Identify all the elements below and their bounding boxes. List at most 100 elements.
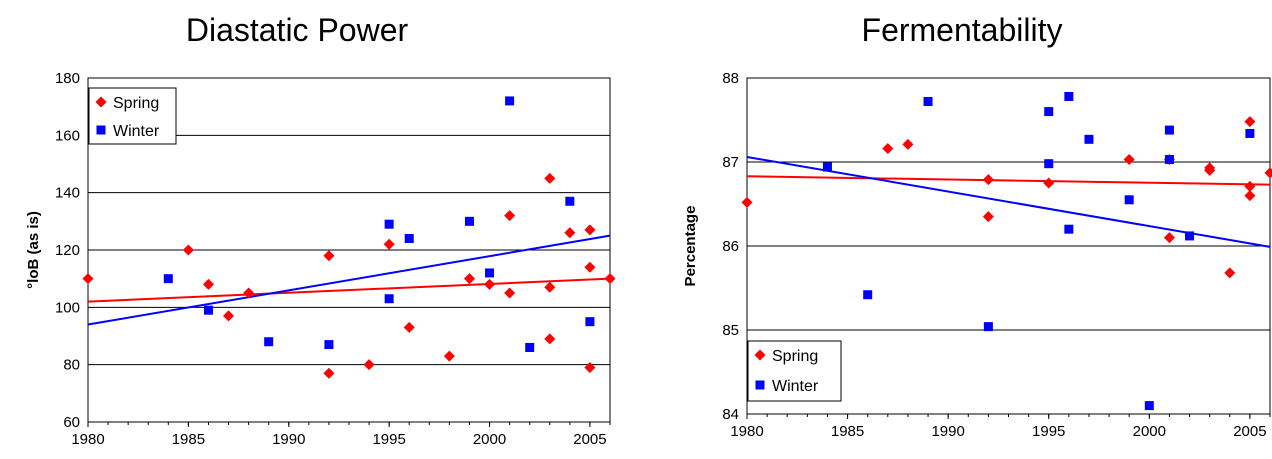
spring-data-point [463, 273, 475, 285]
legend: Spring Winter [747, 340, 842, 402]
spring-data-point [1123, 153, 1135, 165]
x-tick-label: 1995 [372, 431, 405, 448]
y-tick-label: 140 [55, 185, 80, 202]
winter-data-point [585, 317, 595, 327]
chart-title: Diastatic Power [186, 12, 409, 48]
winter-data-point [324, 340, 334, 350]
spring-data-point [1244, 190, 1256, 202]
winter-data-point [1245, 128, 1255, 138]
spring-trend-line [746, 175, 1271, 186]
spring-data-point [1163, 232, 1175, 244]
spring-data-point [741, 196, 753, 208]
winter-data-point [163, 274, 173, 284]
spring-data-point [544, 333, 556, 345]
winter-trend-line [87, 234, 611, 326]
spring-data-point [243, 287, 255, 299]
winter-data-point [1044, 159, 1054, 169]
x-tick-label: 1990 [272, 431, 305, 448]
spring-data-point [882, 143, 894, 155]
legend-winter-marker [96, 125, 106, 135]
winter-data-point [822, 162, 832, 172]
legend-spring-label: Spring [772, 348, 818, 365]
spring-data-point [403, 321, 415, 333]
spring-trend-line [87, 277, 611, 303]
x-tick-label: 1985 [831, 423, 864, 440]
legend-spring-label: Spring [113, 95, 159, 112]
spring-data-point [443, 350, 455, 362]
winter-data-point [1164, 154, 1174, 164]
winter-data-point [1044, 107, 1054, 117]
legend-spring-marker [95, 96, 107, 108]
y-tick-label: 88 [722, 70, 739, 87]
spring-data-point [544, 281, 556, 293]
spring-data-point [363, 359, 375, 371]
y-tick-label: 60 [63, 414, 80, 431]
spring-data-point [982, 174, 994, 186]
winter-trend-line [746, 155, 1271, 248]
spring-data-point [1224, 267, 1236, 279]
winter-data-point [264, 337, 274, 347]
y-tick-label: 160 [55, 127, 80, 144]
spring-data-point [182, 244, 194, 256]
legend-winter-marker [755, 380, 765, 390]
winter-data-point [384, 219, 394, 229]
x-tick-label: 2005 [1233, 423, 1266, 440]
y-tick-label: 86 [722, 238, 739, 255]
spring-data-point [1244, 180, 1256, 192]
spring-data-point [1264, 167, 1272, 179]
winter-data-point [1084, 134, 1094, 144]
x-tick-label: 1980 [730, 423, 763, 440]
spring-data-point [1043, 177, 1055, 189]
y-axis-label: °loB (as is) [25, 211, 42, 289]
legend: Spring Winter [88, 87, 177, 145]
x-tick-label: 2000 [1133, 423, 1166, 440]
spring-data-point [202, 278, 214, 290]
spring-data-point [323, 367, 335, 379]
spring-data-point [604, 273, 616, 285]
winter-data-point [1064, 224, 1074, 234]
diastatic-power-chart: Diastatic Power °loB (as is) 60 80 100 120 1… [25, 12, 616, 448]
winter-data-point [1164, 125, 1174, 135]
spring-data-point [504, 210, 516, 222]
winter-data-point [464, 216, 474, 226]
winter-data-point [203, 305, 213, 315]
legend-spring-marker [754, 349, 766, 361]
x-tick-label: 1980 [71, 431, 104, 448]
y-tick-label: 120 [55, 242, 80, 259]
spring-data-point [504, 287, 516, 299]
y-tick-label: 85 [722, 322, 739, 339]
winter-data-point [863, 290, 873, 300]
winter-data-point [404, 234, 414, 244]
spring-data-point [584, 224, 596, 236]
spring-data-point [223, 310, 235, 322]
winter-data-point [923, 97, 933, 107]
legend-winter-label: Winter [772, 378, 819, 395]
spring-data-point [323, 250, 335, 262]
spring-data-point [584, 362, 596, 374]
winter-data-point [983, 322, 993, 332]
y-tick-label: 87 [722, 154, 739, 171]
y-tick-label: 80 [63, 357, 80, 374]
spring-data-point [82, 273, 94, 285]
winter-data-point [485, 268, 495, 278]
spring-data-point [1244, 116, 1256, 128]
winter-data-point [1124, 195, 1134, 205]
chart-title: Fermentability [862, 12, 1063, 48]
x-tick-label: 1995 [1032, 423, 1065, 440]
winter-data-point [565, 196, 575, 206]
x-tick-label: 2005 [573, 431, 606, 448]
spring-data-point [1204, 164, 1216, 176]
spring-data-point [902, 138, 914, 150]
y-axis-label: Percentage [682, 206, 699, 287]
y-tick-label: 100 [55, 299, 80, 316]
spring-data-point [982, 211, 994, 223]
winter-data-point [384, 294, 394, 304]
y-tick-label: 180 [55, 70, 80, 87]
spring-data-point [484, 278, 496, 290]
winter-data-point [525, 342, 535, 352]
spring-data-point [564, 227, 576, 239]
legend-winter-label: Winter [113, 123, 160, 140]
spring-data-point [383, 238, 395, 250]
y-tick-label: 84 [722, 406, 739, 423]
